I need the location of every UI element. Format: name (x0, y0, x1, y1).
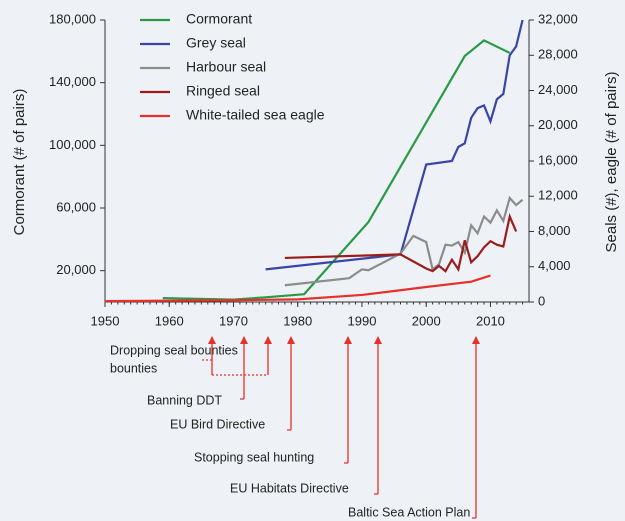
y-tick-label: 180,000 (49, 11, 96, 26)
y-tick-label: 100,000 (49, 137, 96, 152)
annotation-cont: bounties (110, 361, 157, 375)
y2-axis-label: Seals (#), eagle (# of pairs) (603, 72, 620, 253)
legend-label: Harbour seal (186, 59, 266, 75)
y2-tick-label: 28,000 (538, 47, 578, 62)
annotation: EU Habitats Directive (230, 481, 349, 495)
y2-tick-label: 32,000 (538, 11, 578, 26)
annotation: Dropping seal bounties (110, 343, 238, 357)
y2-tick-label: 0 (538, 293, 545, 308)
series-line (284, 212, 518, 273)
annotation: Banning DDT (147, 393, 222, 407)
y2-tick-label: 20,000 (538, 117, 578, 132)
series-line (284, 195, 524, 287)
x-tick-label: 2010 (476, 313, 505, 328)
y-tick-label: 140,000 (49, 74, 96, 89)
bracket (202, 359, 268, 376)
x-tick-label: 2000 (412, 313, 441, 328)
y2-tick-label: 4,000 (538, 258, 571, 273)
annotation: EU Bird Directive (170, 417, 265, 431)
arrow-stems (211, 342, 477, 518)
x-tick-label: 1970 (219, 313, 248, 328)
legend-label: Ringed seal (186, 83, 260, 99)
y2-tick-label: 24,000 (538, 82, 578, 97)
legend-label: Grey seal (186, 35, 246, 51)
arrow-ticks (240, 398, 476, 519)
y2-tick-label: 8,000 (538, 223, 571, 238)
x-tick-label: 1990 (348, 313, 377, 328)
y-axis-label: Cormorant (# of pairs) (11, 89, 28, 236)
annotation: Baltic Sea Action Plan (348, 505, 470, 519)
y2-tick-label: 16,000 (538, 152, 578, 167)
y-tick-label: 20,000 (56, 262, 96, 277)
legend-label: Cormorant (186, 11, 252, 27)
legend-label: White-tailed sea eagle (186, 107, 325, 123)
x-tick-label: 1950 (91, 313, 120, 328)
y-tick-label: 60,000 (56, 199, 96, 214)
x-tick-label: 1980 (283, 313, 312, 328)
annotation: Stopping seal hunting (194, 450, 314, 464)
x-tick-label: 1960 (155, 313, 184, 328)
annotations: Dropping seal bounties bounties Banning … (110, 336, 480, 519)
y2-tick-label: 12,000 (538, 188, 578, 203)
arrow-heads (208, 336, 480, 344)
series-line (104, 274, 491, 303)
series-line (265, 19, 524, 271)
